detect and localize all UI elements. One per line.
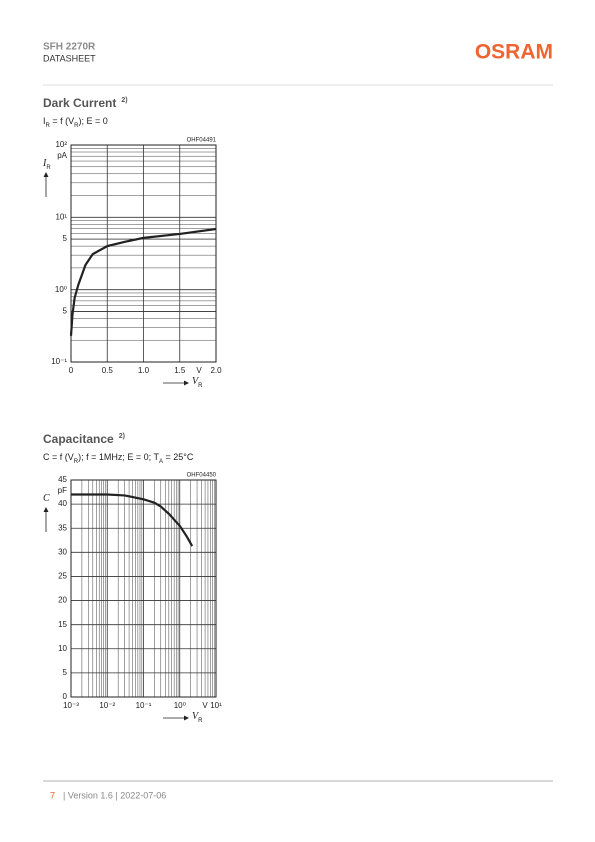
y-axis-label: C bbox=[43, 493, 50, 504]
y-tick-label: 5 bbox=[63, 234, 68, 243]
formula-text: ); f = 1MHz; E = 0; T bbox=[78, 452, 159, 462]
product-name: SFH 2270R bbox=[43, 42, 96, 53]
y-tick-label: 45 bbox=[58, 475, 67, 484]
y-tick-label: 0 bbox=[63, 692, 68, 701]
x-tick-label: 10⁻³ bbox=[63, 701, 79, 710]
formula: C = f (VR); f = 1MHz; E = 0; TA = 25°C bbox=[43, 452, 194, 464]
diagram-code: OHF04450 bbox=[187, 473, 217, 479]
y-label-text: C bbox=[43, 493, 50, 504]
plot-frame bbox=[70, 144, 217, 363]
x-axis-label: VR bbox=[192, 711, 203, 723]
plot-frame bbox=[70, 479, 217, 698]
y-tick-label: 15 bbox=[58, 620, 67, 629]
diagram-code: OHF04491 bbox=[187, 138, 217, 144]
x-tick-label: 0 bbox=[69, 366, 74, 375]
formula-text: = 25°C bbox=[163, 452, 194, 462]
y-label-text: I bbox=[42, 158, 47, 169]
y-tick-label: 10² bbox=[55, 140, 67, 149]
x-tick-label: 1.0 bbox=[138, 366, 150, 375]
formula: IR = f (VR); E = 0 bbox=[43, 116, 108, 128]
formula-subscript: R bbox=[46, 123, 51, 129]
y-tick-label: 10¹ bbox=[55, 212, 67, 221]
formula-subscript: A bbox=[159, 459, 163, 465]
x-tick-label: 10⁻² bbox=[99, 701, 115, 710]
formula-subscript: R bbox=[74, 459, 79, 465]
formula-text: I bbox=[43, 116, 46, 126]
y-tick-label: 10⁰ bbox=[55, 285, 67, 294]
section-title: Dark Current 2) bbox=[43, 96, 128, 110]
x-tick-label: 0.5 bbox=[102, 366, 114, 375]
formula-text: ); E = 0 bbox=[78, 116, 107, 126]
y-tick-label: 10⁻¹ bbox=[51, 357, 67, 366]
logo: OSRAM bbox=[475, 41, 553, 64]
formula-text: = f (V bbox=[50, 116, 74, 126]
title-text: Capacitance bbox=[43, 432, 114, 446]
x-tick-label: 2.0 bbox=[210, 366, 222, 375]
version-info: | Version 1.6 | 2022-07-06 bbox=[63, 790, 166, 800]
y-tick-label: 20 bbox=[58, 596, 67, 605]
y-arrowhead bbox=[43, 507, 49, 512]
y-tick-label: 25 bbox=[58, 572, 67, 581]
y-tick-label: 35 bbox=[58, 523, 67, 532]
doc-type: DATASHEET bbox=[43, 53, 96, 63]
x-tick-label: 1.5 bbox=[174, 366, 186, 375]
formula-subscript: R bbox=[74, 123, 79, 129]
title-note: 2) bbox=[119, 433, 125, 440]
y-tick-label: 5 bbox=[63, 668, 68, 677]
x-tick-label: 10¹ bbox=[210, 701, 222, 710]
x-label-sub: R bbox=[198, 383, 203, 389]
y-arrowhead bbox=[43, 172, 49, 177]
x-unit: V bbox=[196, 366, 202, 375]
curve bbox=[69, 227, 217, 336]
x-tick-label: 10⁰ bbox=[174, 701, 186, 710]
x-tick-label: 10⁻¹ bbox=[136, 701, 152, 710]
title-text: Dark Current bbox=[43, 96, 116, 110]
y-tick-label: 10 bbox=[58, 644, 67, 653]
y-tick-label: 40 bbox=[58, 499, 67, 508]
section-title: Capacitance 2) bbox=[43, 432, 125, 446]
y-unit: pF bbox=[58, 486, 67, 495]
y-label-sub: R bbox=[46, 165, 51, 171]
x-arrowhead bbox=[184, 380, 189, 386]
y-tick-label: 30 bbox=[58, 547, 67, 556]
formula-text: C = f (V bbox=[43, 452, 74, 462]
curve bbox=[71, 493, 194, 547]
y-unit: pA bbox=[57, 151, 67, 160]
x-label-text: V bbox=[192, 376, 200, 387]
x-arrowhead bbox=[184, 715, 189, 721]
page-number: 7 bbox=[50, 790, 55, 800]
x-label-text: V bbox=[192, 711, 200, 722]
x-axis-label: VR bbox=[192, 376, 203, 388]
y-axis-label: IR bbox=[42, 158, 51, 170]
x-label-sub: R bbox=[198, 718, 203, 724]
y-tick-label: 5 bbox=[63, 307, 68, 316]
x-unit: V bbox=[202, 701, 208, 710]
title-note: 2) bbox=[121, 97, 127, 104]
